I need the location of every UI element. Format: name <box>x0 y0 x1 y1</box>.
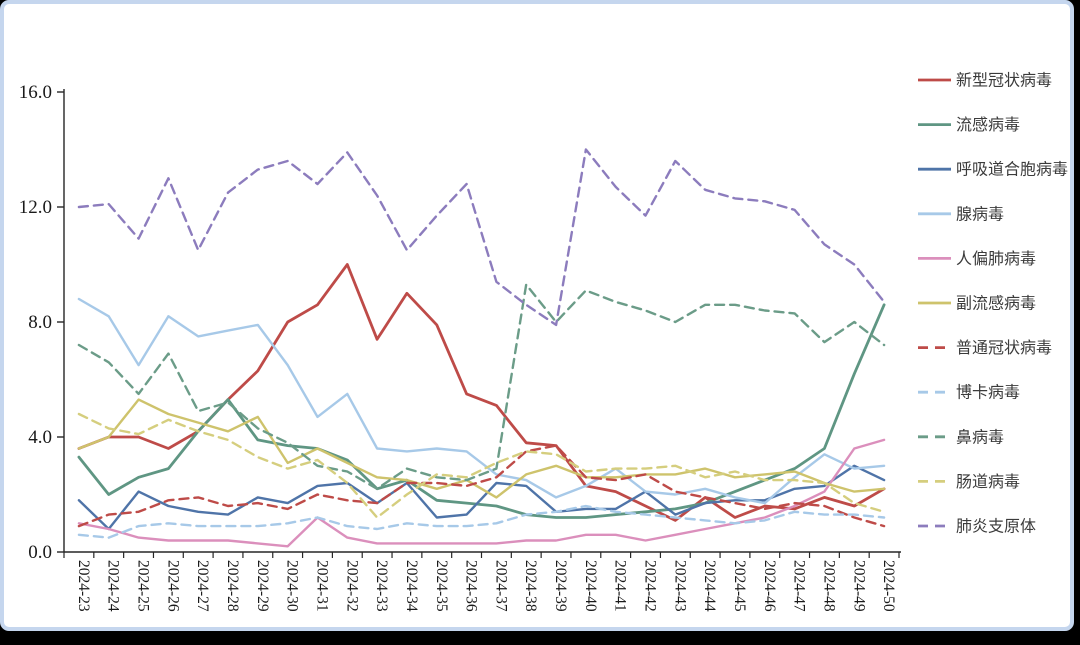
x-axis-label: 2024-29 <box>254 560 271 612</box>
x-axis-label: 2024-49 <box>850 560 867 612</box>
x-axis-label: 2024-41 <box>612 560 629 612</box>
x-axis-label: 2024-43 <box>671 560 688 612</box>
legend-label: 腺病毒 <box>956 205 1004 223</box>
x-axis-label: 2024-25 <box>135 560 152 612</box>
series-line <box>77 283 886 490</box>
respiratory-pathogen-line-chart: 0.0 4.0 8.0 12.0 16.0 2024-23 2024-24 2024-25 20… <box>19 72 1068 612</box>
x-axis-label: 2024-40 <box>582 560 599 612</box>
x-axis-label: 2024-32 <box>343 560 360 612</box>
y-axis-tick-label: 12.0 <box>19 197 52 218</box>
x-axis-label: 2024-27 <box>194 560 211 612</box>
series-line <box>77 412 886 519</box>
chart-panel: 0.0 4.0 8.0 12.0 16.0 2024-23 2024-24 2024-25 20… <box>0 0 1074 631</box>
legend-label: 鼻病毒 <box>956 428 1004 446</box>
y-axis-tick-label: 8.0 <box>28 312 52 333</box>
series-line <box>77 504 886 539</box>
legend-label: 肠道病毒 <box>956 473 1020 491</box>
series-line <box>77 297 886 505</box>
x-axis-label: 2024-24 <box>105 560 122 612</box>
x-axis-label: 2024-47 <box>791 560 808 612</box>
x-axis-label: 2024-23 <box>75 560 92 612</box>
series-line <box>77 438 886 548</box>
x-axis-label: 2024-39 <box>552 560 569 612</box>
x-axis-label: 2024-28 <box>224 560 241 612</box>
x-axis-label: 2024-34 <box>403 560 420 612</box>
legend-label: 流感病毒 <box>956 116 1020 134</box>
series-line <box>77 303 886 519</box>
legend-label: 呼吸道合胞病毒 <box>956 161 1068 179</box>
legend-label: 肺炎支原体 <box>956 518 1036 536</box>
x-axis-label: 2024-48 <box>820 560 837 612</box>
x-axis-label: 2024-42 <box>642 560 659 612</box>
y-axis-tick-label: 4.0 <box>28 427 52 448</box>
x-axis-label: 2024-26 <box>164 560 181 612</box>
x-axis-label: 2024-46 <box>761 560 778 612</box>
legend-label: 博卡病毒 <box>956 384 1020 402</box>
x-axis-label: 2024-45 <box>731 560 748 612</box>
x-axis-label: 2024-44 <box>701 560 718 612</box>
legend-label: 人偏肺病毒 <box>956 250 1036 268</box>
series-line <box>77 148 886 327</box>
x-axis-label: 2024-31 <box>313 560 330 612</box>
y-axis-tick-label: 16.0 <box>19 82 52 103</box>
y-axis-tick-label: 0.0 <box>28 542 52 563</box>
x-axis-label: 2024-36 <box>463 560 480 612</box>
x-axis-label: 2024-35 <box>433 560 450 612</box>
series-line <box>77 444 886 528</box>
legend-label: 新型冠状病毒 <box>956 72 1052 90</box>
x-axis-label: 2024-50 <box>880 560 897 612</box>
x-axis-label: 2024-38 <box>522 560 539 612</box>
legend-label: 副流感病毒 <box>956 295 1036 313</box>
x-axis-label: 2024-33 <box>373 560 390 612</box>
x-axis-label: 2024-37 <box>492 560 509 612</box>
legend-label: 普通冠状病毒 <box>956 339 1052 357</box>
x-axis-label: 2024-30 <box>284 560 301 612</box>
